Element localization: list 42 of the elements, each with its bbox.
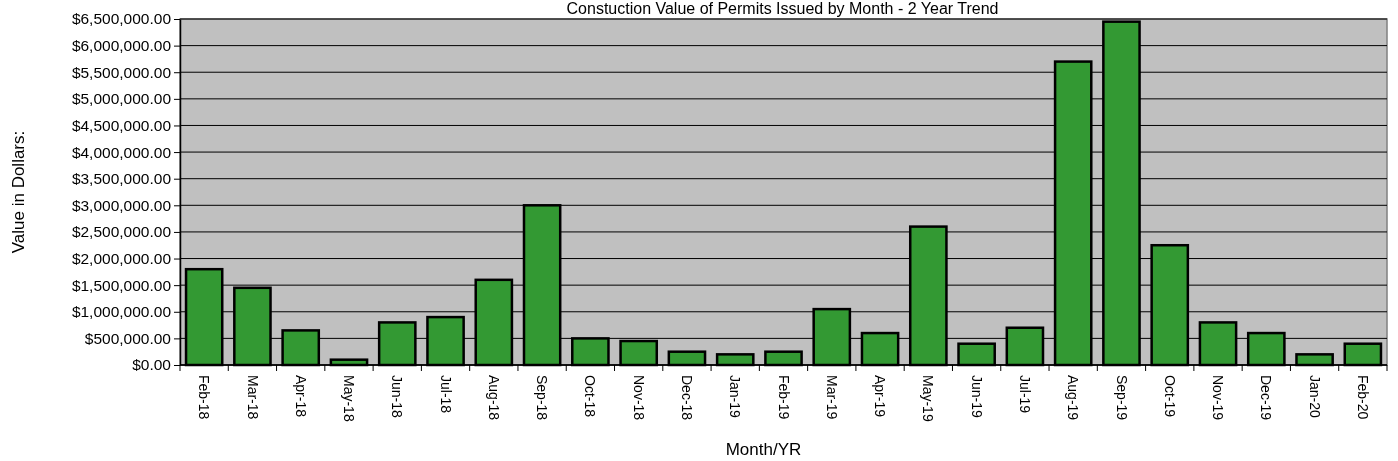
x-tick-label: Apr-18	[292, 375, 309, 418]
y-axis-title: Value in Dollars:	[9, 130, 28, 254]
x-tick-label: Jan-20	[1306, 375, 1323, 419]
x-tick-label: Feb-18	[196, 375, 213, 420]
y-tick-label: $6,000,000.00	[71, 37, 172, 55]
y-tick-label: $5,000,000.00	[71, 90, 172, 108]
x-tick-label: Dec-18	[679, 375, 696, 421]
x-tick-label: Apr-19	[872, 375, 889, 418]
x-tick-label: May-19	[920, 375, 937, 422]
x-tick-label: Jun-19	[968, 375, 985, 419]
x-tick-label: Mar-19	[823, 375, 840, 420]
x-tick-label: Jan-19	[727, 375, 744, 419]
x-tick-label: May-18	[341, 375, 358, 422]
x-tick-label: Jul-19	[1017, 375, 1033, 414]
x-tick-label: Oct-18	[582, 375, 599, 418]
chart-title: Constuction Value of Permits Issued by Month - 2 Year Trend	[566, 0, 999, 17]
y-tick-label: $5,500,000.00	[71, 63, 172, 81]
x-tick-label: Nov-19	[1210, 375, 1227, 421]
x-tick-label: Oct-19	[1161, 375, 1178, 418]
y-tick-label: $2,500,000.00	[71, 223, 172, 241]
x-tick-label: Mar-18	[244, 375, 261, 420]
x-axis-title: Month/YR	[725, 440, 802, 459]
x-tick-label: Nov-18	[630, 375, 647, 421]
y-tick-label: $0.00	[132, 356, 172, 374]
x-tick-label: Feb-20	[1354, 375, 1371, 420]
y-tick-label: $3,500,000.00	[71, 170, 172, 188]
y-tick-label: $4,500,000.00	[71, 116, 172, 134]
y-tick-label: $2,000,000.00	[71, 250, 172, 267]
x-tick-label: Feb-19	[775, 375, 792, 420]
x-tick-label: Aug-18	[485, 375, 502, 421]
x-tick-label: Dec-19	[1258, 375, 1275, 421]
y-tick-label: $4,000,000.00	[71, 143, 172, 161]
x-tick-label: Sep-19	[1113, 375, 1130, 421]
y-tick-label: $1,500,000.00	[71, 276, 172, 294]
y-tick-label: $3,000,000.00	[71, 196, 172, 214]
y-tick-label: $6,500,000.00	[71, 10, 172, 28]
x-tick-label: Aug-19	[1065, 375, 1082, 421]
x-tick-label: Jun-18	[389, 375, 406, 419]
x-tick-label: Jul-18	[437, 375, 454, 414]
x-tick-label: Sep-18	[534, 375, 551, 421]
y-tick-label: $500,000.00	[84, 329, 172, 347]
y-tick-label: $1,000,000.00	[71, 303, 172, 321]
